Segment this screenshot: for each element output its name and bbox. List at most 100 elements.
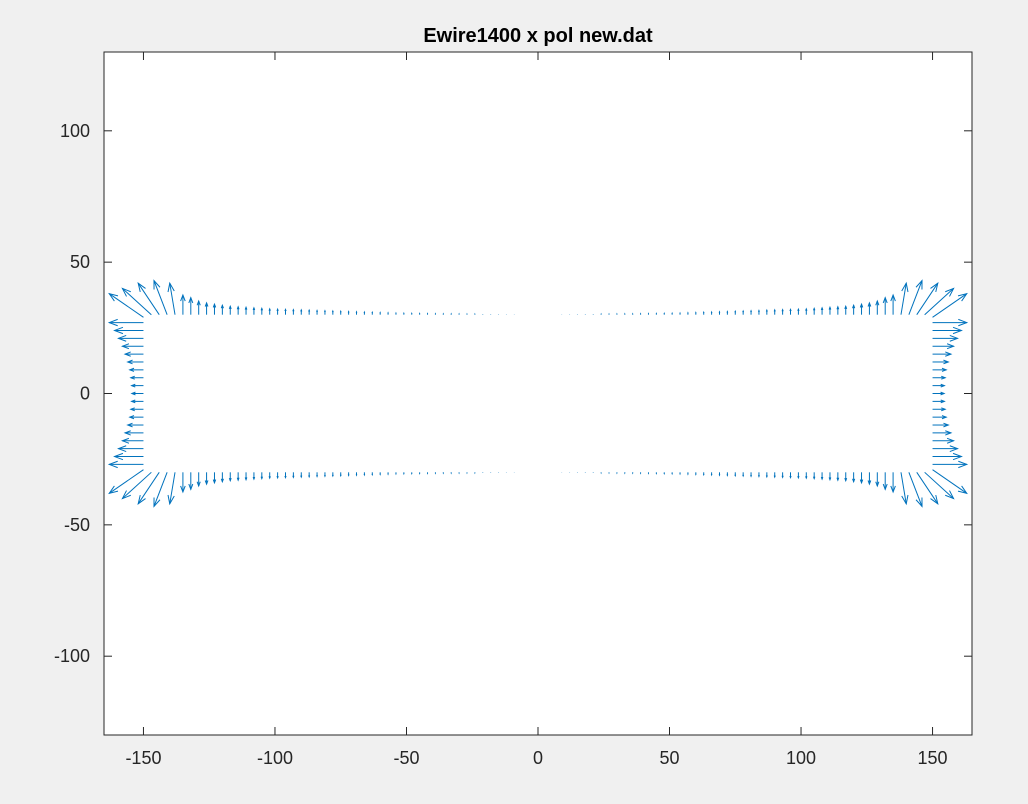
- quiver-arrow-head: [797, 475, 800, 480]
- quiver-arrow-head: [945, 430, 953, 436]
- quiver-arrow-head: [945, 490, 955, 500]
- quiver-arrow-head: [120, 437, 130, 444]
- x-axis-ticks: -150 -100 -50 0 50 100 150: [125, 52, 948, 768]
- quiver-arrow-shaft: [153, 472, 168, 507]
- quiver-arrow: [308, 308, 311, 315]
- quiver-arrow-shaft: [924, 288, 954, 316]
- quiver-arrow-head: [820, 476, 824, 481]
- quiver-arrow: [284, 472, 287, 479]
- quiver-arrow: [836, 472, 840, 482]
- quiver-arrow: [316, 472, 319, 478]
- quiver-arrow: [108, 292, 144, 318]
- quiver-arrow: [757, 309, 760, 315]
- quiver-arrow: [932, 351, 953, 357]
- x-tick-label: -50: [393, 748, 419, 768]
- quiver-arrow: [371, 310, 374, 315]
- quiver-arrow-head: [867, 480, 872, 486]
- quiver-arrow-head: [167, 494, 175, 506]
- quiver-arrow-head: [765, 475, 768, 479]
- quiver-arrow: [120, 437, 144, 444]
- quiver-arrow-head: [284, 308, 287, 312]
- quiver-arrow: [932, 415, 948, 420]
- quiver-arrow-head: [220, 478, 224, 484]
- quiver-arrow: [276, 307, 279, 315]
- quiver-arrow-shaft: [169, 472, 176, 504]
- quiver-arrow: [932, 407, 947, 412]
- quiver-arrow: [742, 472, 745, 478]
- quiver-arrow: [765, 472, 768, 479]
- quiver-arrow-head: [943, 359, 950, 365]
- quiver-arrow-head: [828, 477, 832, 482]
- quiver-arrow-head: [236, 305, 240, 310]
- quiver-arrow: [890, 293, 896, 315]
- quiver-arrow: [932, 334, 959, 342]
- quiver-arrow: [331, 472, 334, 478]
- quiver-arrow-head: [949, 334, 959, 342]
- quiver-arrow-head: [371, 310, 374, 314]
- quiver-arrow-head: [943, 422, 950, 428]
- quiver-arrow-head: [882, 483, 888, 491]
- quiver-arrow: [188, 296, 194, 315]
- quiver-arrow-head: [901, 494, 909, 506]
- quiver-arrow: [867, 472, 872, 486]
- quiver-arrow-head: [167, 281, 175, 293]
- quiver-arrow: [196, 299, 201, 315]
- quiver-arrow-head: [123, 351, 131, 357]
- quiver-arrow-head: [244, 477, 248, 482]
- quiver-arrow-shaft: [916, 282, 939, 315]
- quiver-arrow-shaft: [900, 283, 907, 315]
- quiver-arrow-head: [945, 351, 953, 357]
- quiver-arrow-head: [117, 334, 127, 342]
- quiver-arrow-head: [710, 310, 713, 314]
- quiver-arrow: [121, 287, 152, 316]
- quiver-arrow-head: [940, 391, 946, 396]
- quiver-arrow: [750, 472, 752, 478]
- quiver-arrow-head: [812, 476, 816, 481]
- quiver-arrow-head: [958, 460, 969, 469]
- quiver-arrow: [916, 281, 939, 315]
- quiver-arrow: [828, 472, 832, 482]
- x-tick-label: 150: [918, 748, 948, 768]
- quiver-arrow: [137, 472, 160, 506]
- quiver-arrow-head: [308, 475, 311, 479]
- y-tick-label: -50: [64, 515, 90, 535]
- quiver-arrow: [812, 472, 816, 481]
- quiver-arrow: [908, 279, 923, 315]
- quiver-arrow: [126, 359, 144, 365]
- quiver-arrow: [355, 472, 358, 477]
- quiver-arrow: [932, 318, 969, 327]
- quiver-arrow: [167, 281, 176, 315]
- quiver-arrow-head: [292, 475, 295, 479]
- quiver-arrow-head: [123, 430, 131, 436]
- quiver-arrow-head: [859, 479, 864, 485]
- x-tick-label: 50: [659, 748, 679, 768]
- quiver-arrow: [292, 472, 295, 479]
- quiver-arrow-head: [781, 475, 784, 479]
- quiver-arrow: [932, 445, 959, 453]
- y-tick-label: -100: [54, 646, 90, 666]
- quiver-arrow: [900, 281, 909, 315]
- quiver-arrow: [204, 301, 209, 315]
- quiver-arrow: [128, 367, 144, 372]
- quiver-arrow-head: [137, 281, 146, 293]
- quiver-arrow: [107, 318, 144, 327]
- quiver-arrow-head: [292, 308, 295, 312]
- quiver-arrow: [371, 472, 374, 477]
- quiver-arrow-head: [268, 476, 271, 480]
- quiver-arrow: [924, 287, 955, 316]
- quiver-arrow: [702, 310, 705, 315]
- quiver-arrow: [932, 430, 953, 436]
- quiver-arrow: [924, 471, 955, 500]
- quiver-arrow: [916, 472, 939, 506]
- quiver-arrow-head: [196, 481, 201, 488]
- quiver-arrow: [932, 460, 969, 469]
- quiver-arrow-head: [757, 475, 760, 478]
- quiver-arrow-shaft: [108, 293, 144, 318]
- quiver-arrow-head: [126, 359, 133, 365]
- quiver-arrow: [180, 293, 186, 315]
- quiver-arrow: [757, 472, 760, 478]
- quiver-arrow-head: [946, 343, 956, 350]
- quiver-arrow-head: [236, 477, 240, 482]
- quiver-arrow: [820, 306, 824, 315]
